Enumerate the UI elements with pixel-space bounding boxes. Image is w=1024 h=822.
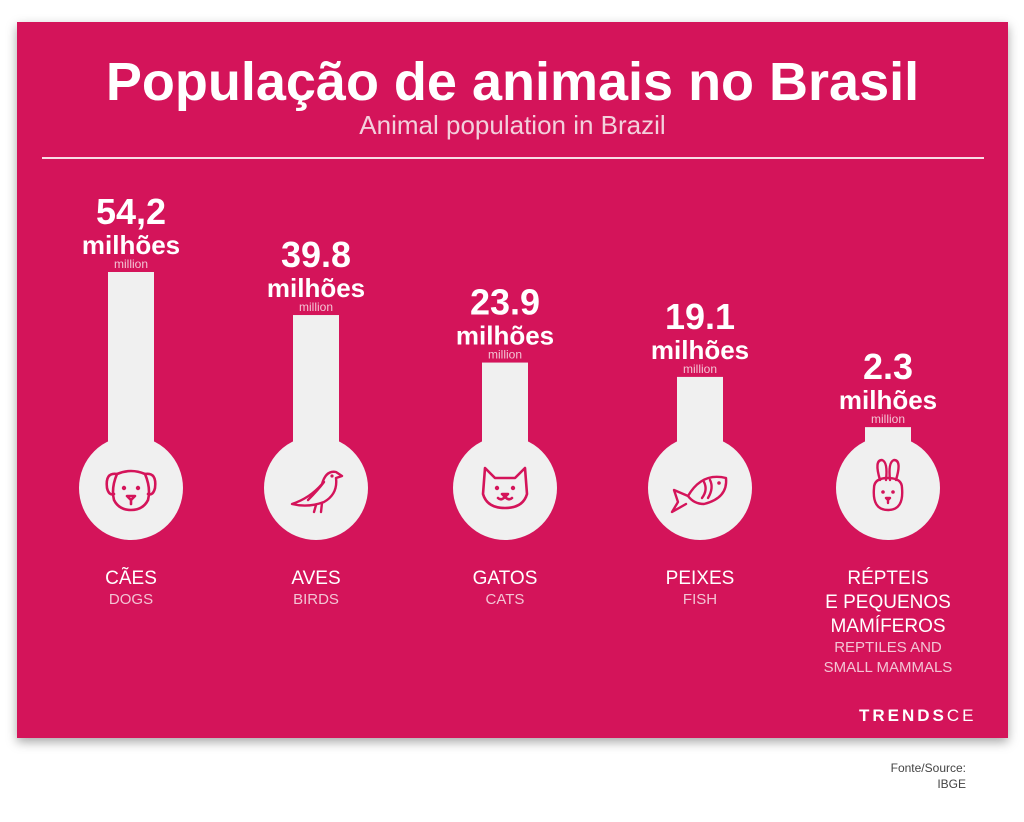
unit-label: milhões <box>839 385 937 415</box>
category-label: PEIXES <box>666 568 735 589</box>
category-label: CÃES <box>105 567 157 589</box>
category-label: E PEQUENOS <box>825 592 951 613</box>
value-label: 54,2 <box>96 191 166 232</box>
value-label: 39.8 <box>281 234 351 275</box>
category-en-label: SMALL MAMMALS <box>824 659 953 676</box>
bar-base-circle <box>264 436 368 540</box>
source-label: Fonte/Source: <box>890 761 966 775</box>
category-en-label: BIRDS <box>293 591 339 608</box>
unit-en-label: million <box>114 257 148 271</box>
unit-label: milhões <box>456 321 554 351</box>
infographic-panel: População de animais no Brasil Animal po… <box>17 22 1008 738</box>
brand-part2: CE <box>946 706 977 725</box>
source-value: IBGE <box>937 777 966 791</box>
unit-label: milhões <box>651 335 749 365</box>
unit-en-label: million <box>488 348 522 362</box>
bar-base-circle <box>453 436 557 540</box>
category-label: MAMÍFEROS <box>830 616 945 637</box>
category-en-label: FISH <box>683 591 717 608</box>
category-label: GATOS <box>473 568 538 589</box>
category-label: RÉPTEIS <box>847 568 928 589</box>
title-divider <box>42 157 984 159</box>
category-label: AVES <box>291 568 340 589</box>
rabbit-icon <box>872 458 904 512</box>
unit-en-label: million <box>871 412 905 426</box>
chart-subtitle: Animal population in Brazil <box>359 110 666 140</box>
value-label: 2.3 <box>863 346 913 387</box>
category-en-label: REPTILES AND <box>834 639 942 656</box>
unit-label: milhões <box>82 230 180 260</box>
category-en-label: DOGS <box>109 591 153 608</box>
category-en-label: CATS <box>486 591 525 608</box>
unit-en-label: million <box>299 300 333 314</box>
bar-base-circle <box>836 436 940 540</box>
unit-label: milhões <box>267 273 365 303</box>
cat-icon <box>481 466 529 510</box>
brand-logo: TRENDSCE <box>859 706 977 726</box>
bar-base-circle <box>79 436 183 540</box>
fish-icon <box>670 475 728 514</box>
bar-base-circle <box>648 436 752 540</box>
source-note: Fonte/Source: IBGE <box>836 760 966 792</box>
dog-icon <box>105 469 157 512</box>
value-label: 23.9 <box>470 282 540 323</box>
bird-icon <box>290 470 344 514</box>
value-label: 19.1 <box>665 296 735 337</box>
chart-title: População de animais no Brasil <box>105 52 920 112</box>
brand-part1: TRENDS <box>859 706 947 725</box>
unit-en-label: million <box>683 362 717 376</box>
